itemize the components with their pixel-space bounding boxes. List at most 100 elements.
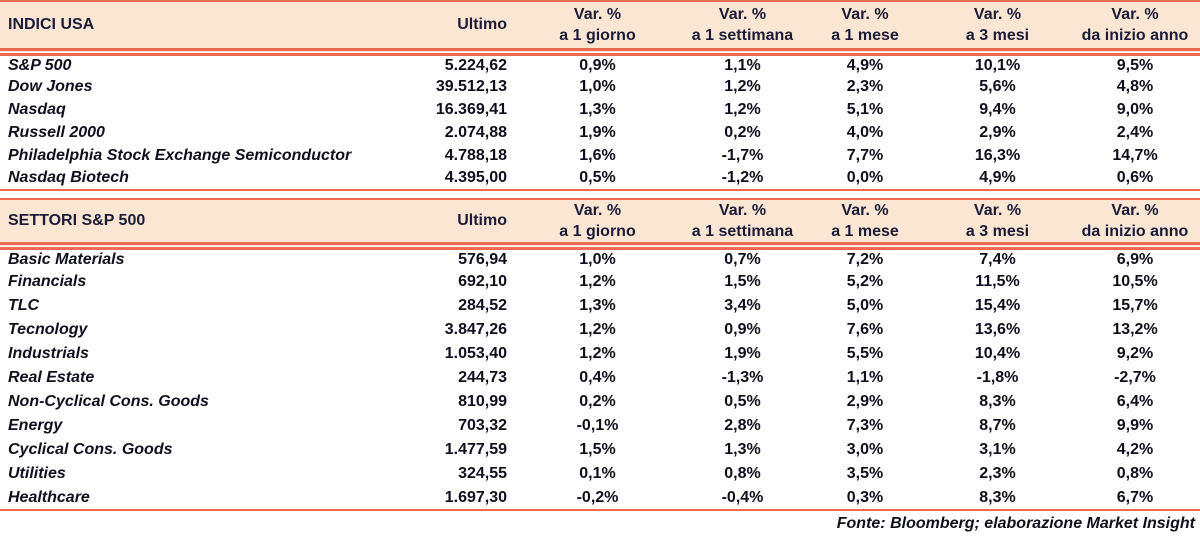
change-value: 1,9% (724, 345, 761, 362)
change-value: 0,3% (805, 486, 925, 511)
change-value: 4,0% (846, 123, 884, 141)
period-label: a 1 settimana (691, 223, 794, 240)
change-value: 0,2% (724, 123, 761, 141)
change-value: 2,4% (1116, 123, 1154, 141)
change-value: 3,0% (846, 441, 884, 458)
row-label: Tecnology (8, 321, 88, 338)
change-value: 9,5% (1116, 56, 1154, 74)
row-label: Financials (8, 273, 87, 290)
change-value: 9,0% (1116, 100, 1154, 118)
change-value: 5,2% (846, 273, 884, 290)
ultimo-value: 692,10 (458, 273, 507, 290)
period-label: a 3 mesi (965, 27, 1030, 44)
change-value: -1,3% (721, 369, 764, 386)
settori-sp500-table: SETTORI S&P 500 Ultimo Var. % a 1 giorno… (0, 198, 1200, 511)
settori-sp500-header: SETTORI S&P 500 Ultimo Var. % a 1 giorno… (0, 198, 1200, 250)
var-label: Var. % (841, 202, 889, 219)
header-row: INDICI USA Ultimo Var. % a 1 giorno Var.… (0, 0, 1200, 56)
change-value: 2,8% (724, 417, 761, 434)
change-value: 4,9% (846, 56, 884, 74)
row-label: Russell 2000 (8, 123, 105, 141)
ultimo-value: 16.369,41 (435, 100, 507, 118)
row-label: Industrials (8, 345, 89, 362)
row-label: Healthcare (0, 486, 372, 511)
table-row: Russell 2000 2.074,88 1,9% 0,2% 4,0% 2,9% 2,4% (0, 121, 1200, 144)
change-value: 15,4% (974, 297, 1021, 314)
change-value: 0,5% (724, 393, 761, 410)
change-value: 1,2% (579, 273, 616, 290)
change-value: 0,4% (579, 369, 616, 386)
ultimo-value: 810,99 (458, 393, 507, 410)
indici-usa-table: INDICI USA Ultimo Var. % a 1 giorno Var.… (0, 0, 1200, 191)
table-row: TLC 284,52 1,3% 3,4% 5,0% 15,4% 15,7% (0, 294, 1200, 318)
section-title-indici-usa: INDICI USA (0, 0, 372, 56)
ultimo-value: 4.395,00 (372, 167, 515, 191)
change-value: 2,9% (846, 393, 884, 410)
change-value: 0,7% (724, 251, 761, 268)
column-header-var-inizio-anno: Var. % da inizio anno (1070, 0, 1200, 56)
row-label: Energy (8, 417, 63, 434)
change-value: 13,2% (1112, 321, 1158, 338)
change-value: 0,8% (1116, 465, 1154, 482)
change-value: 4,2% (1116, 441, 1154, 458)
table-row: Nasdaq 16.369,41 1,3% 1,2% 5,1% 9,4% 9,0% (0, 98, 1200, 121)
change-value: 1,2% (724, 100, 761, 118)
change-value: 7,7% (846, 146, 884, 164)
change-value: -0,2% (515, 486, 680, 511)
ultimo-value: 3.847,26 (444, 321, 507, 338)
change-value: 4,8% (1116, 77, 1154, 95)
indici-usa-rows: S&P 500 5.224,62 0,9% 1,1% 4,9% 10,1% 9,5% Dow … (0, 52, 1200, 191)
change-value: 2,3% (979, 465, 1016, 482)
change-value: -0,1% (576, 417, 619, 434)
change-value: 7,2% (846, 251, 884, 268)
change-value: 10,4% (974, 345, 1021, 362)
change-value: 0,6% (1070, 167, 1200, 191)
change-value: 6,9% (1116, 251, 1154, 268)
column-header-var-3-mesi: Var. % a 3 mesi (925, 198, 1070, 250)
row-label: Real Estate (8, 369, 95, 386)
column-header-var-1-settimana: Var. % a 1 settimana (680, 198, 805, 250)
change-value: 2,9% (979, 123, 1016, 141)
var-label: Var. % (573, 6, 622, 23)
table-row: Philadelphia Stock Exchange Semiconducto… (0, 144, 1200, 167)
period-label: a 3 mesi (965, 223, 1030, 240)
change-value: 1,1% (724, 56, 761, 74)
table-row: Tecnology 3.847,26 1,2% 0,9% 7,6% 13,6% 13,2% (0, 318, 1200, 342)
row-label: Basic Materials (8, 251, 125, 268)
table-row: Utilities 324,55 0,1% 0,8% 3,5% 2,3% 0,8% (0, 462, 1200, 486)
change-value: 5,0% (846, 297, 884, 314)
ultimo-value: 284,52 (458, 297, 507, 314)
var-label: Var. % (718, 202, 767, 219)
ultimo-value: 324,55 (458, 465, 507, 482)
change-value: 10,5% (1112, 273, 1158, 290)
change-value: 5,6% (979, 77, 1016, 95)
market-data-panel: INDICI USA Ultimo Var. % a 1 giorno Var.… (0, 0, 1200, 532)
var-label: Var. % (1111, 6, 1159, 23)
change-value: 13,6% (974, 321, 1021, 338)
row-label: TLC (8, 297, 40, 314)
row-label: Nasdaq Biotech (0, 167, 372, 191)
change-value: 1,2% (579, 321, 616, 338)
change-value: 9,4% (979, 100, 1016, 118)
header-row: SETTORI S&P 500 Ultimo Var. % a 1 giorno… (0, 198, 1200, 250)
ultimo-value: 5.224,62 (444, 56, 507, 74)
change-value: -1,2% (680, 167, 805, 191)
ultimo-value: 4.788,18 (444, 146, 507, 164)
table-row: Financials 692,10 1,2% 1,5% 5,2% 11,5% 10,5% (0, 270, 1200, 294)
ultimo-value: 1.697,30 (372, 486, 515, 511)
period-label: a 1 giorno (559, 223, 636, 240)
change-value: 0,5% (515, 167, 680, 191)
change-value: 1,5% (724, 273, 761, 290)
change-value: 1,1% (846, 369, 884, 386)
ultimo-value: 1.477,59 (444, 441, 507, 458)
change-value: -2,7% (1114, 369, 1156, 386)
change-value: 8,3% (925, 486, 1070, 511)
change-value: 4,9% (925, 167, 1070, 191)
change-value: 14,7% (1112, 146, 1158, 164)
column-header-var-1-settimana: Var. % a 1 settimana (680, 0, 805, 56)
change-value: 7,4% (979, 251, 1016, 268)
row-label: Cyclical Cons. Goods (8, 441, 173, 458)
ultimo-value: 39.512,13 (435, 77, 507, 95)
ultimo-value: 1.053,40 (444, 345, 507, 362)
change-value: 0,9% (579, 56, 616, 74)
